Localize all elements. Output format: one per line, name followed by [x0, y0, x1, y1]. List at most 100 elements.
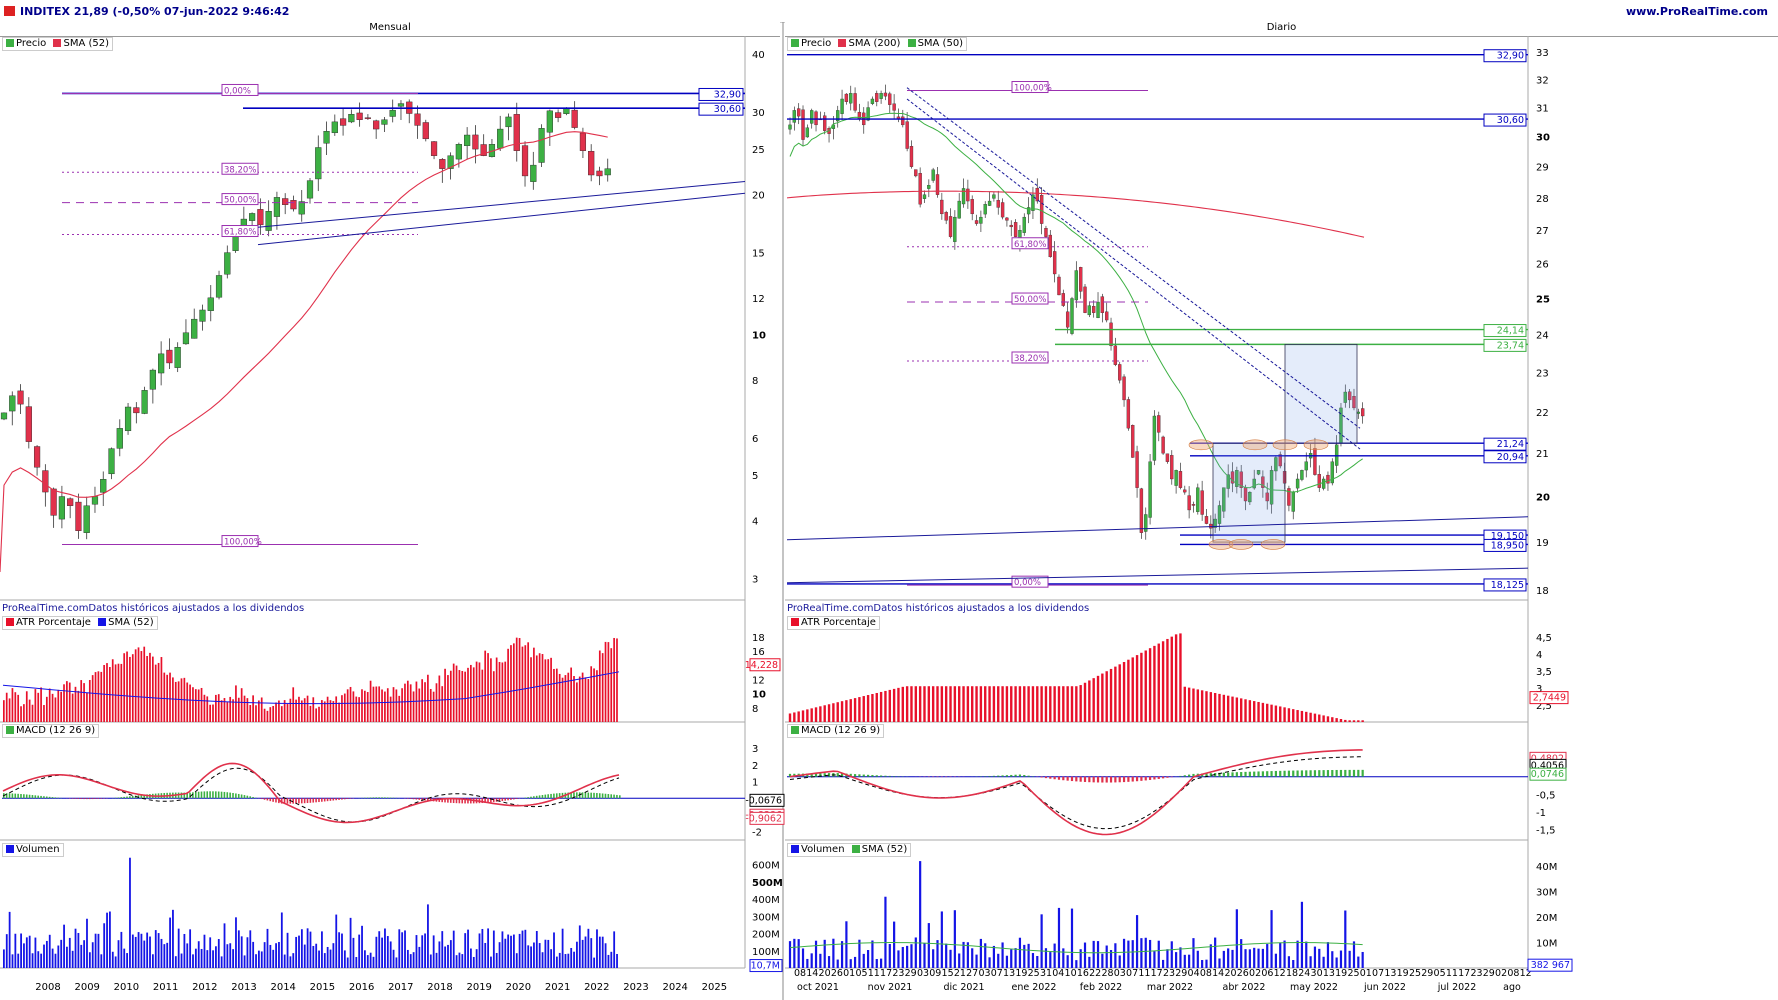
legend-swatch-price: [791, 39, 799, 47]
macd-hist-bar: [131, 795, 134, 799]
volume-bar: [120, 931, 123, 968]
atr-bar: [936, 686, 939, 722]
candle: [579, 132, 587, 151]
atr-bar: [836, 702, 839, 722]
candle: [1126, 399, 1131, 429]
macd-hist-bar: [409, 798, 412, 799]
volume-bar: [893, 921, 896, 968]
volume-bar: [63, 924, 65, 968]
volume-bar: [1352, 941, 1356, 968]
atr-bar: [223, 698, 226, 722]
candle: [50, 488, 57, 516]
macd-hist-bar: [189, 792, 191, 799]
atr-bar: [286, 704, 289, 722]
volume-bar: [11, 954, 14, 968]
macd-hist-bar: [1209, 773, 1212, 777]
atr-bar: [1101, 673, 1104, 722]
macd-hist-bar: [495, 798, 498, 802]
volume-bar: [1066, 955, 1069, 968]
volume-bar: [103, 923, 106, 968]
volume-bar: [86, 918, 88, 968]
candle: [1057, 276, 1061, 296]
atr-bar: [272, 705, 275, 722]
atr-bar: [206, 696, 209, 722]
volume-bar: [186, 943, 189, 968]
volume-last-label-box: [1527, 958, 1573, 972]
volume-bar: [1148, 939, 1152, 968]
atr-bar: [289, 698, 292, 722]
candle: [290, 200, 297, 210]
candle: [249, 213, 256, 221]
volume-bar: [567, 953, 570, 968]
y-tick-label: -1: [1536, 808, 1546, 819]
x-axis-label: 23: [1470, 968, 1482, 979]
volume-bar: [375, 936, 378, 968]
atr-bar: [984, 686, 987, 722]
atr-bar: [194, 689, 197, 722]
volume-bar: [157, 933, 160, 968]
volume-bar: [303, 944, 306, 968]
y-tick-label: 30: [1536, 133, 1550, 144]
macd-hist-bar: [1331, 770, 1334, 777]
atr-bar: [871, 694, 874, 722]
trend-line: [257, 181, 746, 228]
x-axis-label: 07: [991, 968, 1003, 979]
volume-bar: [901, 946, 904, 968]
volume-bar: [512, 934, 515, 968]
volume-bar: [492, 930, 495, 968]
volume-bar: [427, 904, 429, 968]
volume-bar: [131, 934, 134, 968]
y-tick-label: 100M: [752, 947, 780, 958]
candle: [472, 134, 479, 150]
macd-hist-bar: [1005, 775, 1009, 777]
x-axis-label: 13: [1323, 968, 1335, 979]
atr-bar: [160, 657, 163, 722]
atr-bar: [343, 693, 346, 722]
atr-bar: [263, 708, 266, 722]
volume-bar: [197, 941, 200, 968]
atr-bar: [280, 706, 283, 722]
macd-hist-bar: [369, 797, 372, 799]
macd-hist-bar: [100, 798, 103, 799]
atr-bar: [901, 686, 904, 722]
candle: [1013, 222, 1018, 237]
volume-bar: [888, 943, 891, 968]
macd-hist-bar: [849, 773, 852, 777]
x-axis-month-label: nov 2021: [868, 982, 913, 993]
volume-bar: [14, 933, 17, 968]
atr-bar: [77, 690, 80, 722]
macd-hist-bar: [427, 798, 429, 801]
candle: [1035, 187, 1039, 202]
site-url[interactable]: www.ProRealTime.com: [1625, 5, 1768, 18]
candle: [1313, 448, 1317, 475]
atr-bar: [1157, 643, 1160, 722]
volume-bar: [1266, 944, 1269, 968]
candle: [257, 209, 264, 226]
candle: [974, 220, 979, 224]
data-source-monthly[interactable]: ProRealTime.comDatos históricos ajustado…: [2, 603, 305, 614]
volume-bar: [884, 896, 887, 968]
candle: [987, 200, 992, 206]
macd-hist-bar: [1135, 776, 1139, 782]
macd-hist-bar: [884, 775, 887, 777]
atr-bar: [1348, 720, 1351, 722]
x-axis-label: 2014: [270, 982, 295, 993]
candle: [323, 131, 330, 144]
data-source-daily[interactable]: ProRealTime.comDatos históricos ajustado…: [787, 603, 1090, 614]
macd-hist-bar: [54, 797, 57, 799]
candle: [1304, 461, 1308, 471]
atr-bar: [1331, 717, 1334, 722]
volume-bar: [1183, 954, 1186, 968]
legend-swatch-vol-sma: [851, 845, 860, 853]
macd-hist-bar: [1166, 776, 1169, 778]
macd-hist-bar: [23, 794, 25, 799]
trend-line: [906, 98, 1361, 450]
atr-bar: [1170, 636, 1173, 722]
volume-bar: [1209, 944, 1212, 968]
atr-bar: [106, 663, 108, 722]
candle: [1278, 454, 1282, 467]
volume-bar: [1231, 949, 1234, 968]
legend-swatch-sma50: [907, 39, 916, 47]
volume-bar: [553, 932, 555, 968]
